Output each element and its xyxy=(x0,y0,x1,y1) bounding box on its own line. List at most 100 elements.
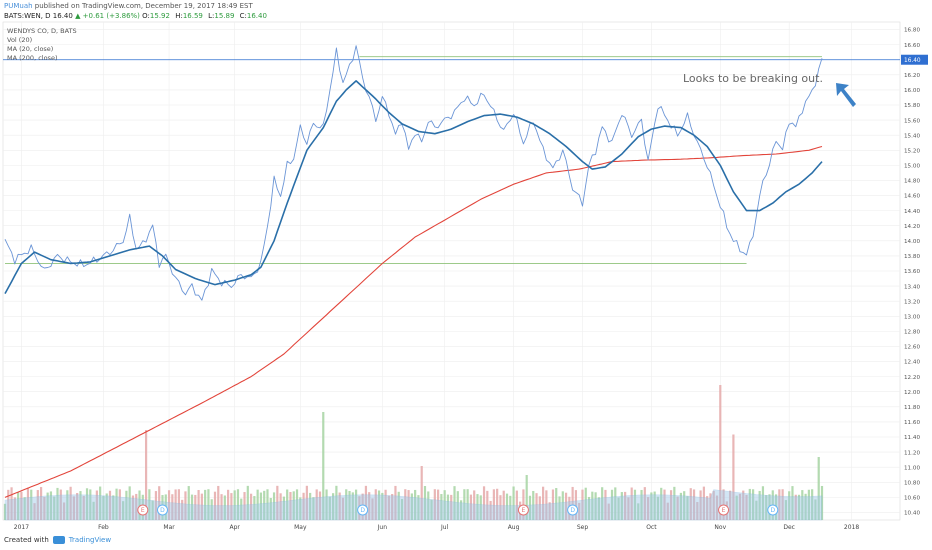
volume-bar xyxy=(26,487,30,520)
volume-bar xyxy=(39,487,43,520)
volume-bar xyxy=(564,492,568,520)
volume-bar xyxy=(719,385,722,520)
volume-bar xyxy=(210,499,213,520)
volume-bar xyxy=(384,489,387,520)
volume-bar xyxy=(400,499,404,520)
volume-bar xyxy=(486,490,489,520)
volume-bar xyxy=(286,489,289,520)
volume-bar xyxy=(194,494,197,520)
volume-bar xyxy=(476,494,479,520)
current-price-badge-label: 16.40 xyxy=(904,58,921,64)
volume-bar xyxy=(640,489,643,520)
footer: Created with TradingView xyxy=(4,536,111,544)
volume-bar xyxy=(302,492,305,520)
current-price-badge xyxy=(901,54,928,65)
volume-bar xyxy=(414,489,417,520)
volume-bar xyxy=(578,502,581,520)
volume-bar xyxy=(778,489,781,520)
volume-bar xyxy=(594,492,597,520)
volume-bar xyxy=(532,490,535,520)
event-marker xyxy=(137,504,149,516)
volume-bar xyxy=(174,489,177,520)
volume-bar xyxy=(647,497,650,520)
volume-bar xyxy=(817,457,820,520)
x-tick-label: 2018 xyxy=(844,524,859,531)
volume-bar xyxy=(627,497,630,520)
open-label: O: xyxy=(142,12,150,20)
volume-bar xyxy=(420,466,423,520)
event-marker-label: D xyxy=(360,507,365,514)
published-text: published on TradingView.com, December 1… xyxy=(34,2,253,10)
volume-bar xyxy=(82,495,85,520)
event-marker-label: E xyxy=(722,507,726,514)
volume-bar xyxy=(338,492,341,520)
volume-bar xyxy=(95,490,98,520)
volume-bar xyxy=(328,496,331,520)
legend-ma200[interactable]: MA (200, close) xyxy=(7,54,58,62)
volume-bar xyxy=(597,497,600,520)
volume-bar xyxy=(322,412,325,520)
volume-bar xyxy=(430,499,433,520)
y-tick-label: 13.40 xyxy=(904,284,920,290)
volume-bar xyxy=(614,487,617,520)
volume-bar xyxy=(7,489,10,520)
volume-bar xyxy=(814,499,817,520)
publish-line: PUMuah published on TradingView.com, Dec… xyxy=(4,2,253,10)
volume-bar xyxy=(617,497,620,520)
volume-bar xyxy=(781,489,784,520)
volume-bar xyxy=(692,489,696,520)
volume-bar xyxy=(758,490,761,520)
volume-bar xyxy=(33,503,36,520)
y-tick-label: 12.20 xyxy=(904,375,920,381)
event-marker-label: E xyxy=(141,507,145,514)
volume-bar xyxy=(820,485,824,520)
symbol-label: BATS:WEN, D xyxy=(4,12,51,20)
y-tick-label: 10.80 xyxy=(904,480,920,486)
volume-bar xyxy=(148,489,151,520)
tradingview-brand[interactable]: TradingView xyxy=(68,536,112,544)
volume-bar xyxy=(607,503,610,520)
volume-bar xyxy=(108,490,112,520)
volume-bar xyxy=(364,485,368,520)
legend-ma20[interactable]: MA (20, close) xyxy=(7,45,54,53)
y-tick-label: 13.80 xyxy=(904,254,920,260)
volume-bar xyxy=(633,489,637,520)
volume-bar xyxy=(630,487,633,520)
volume-bar xyxy=(463,489,466,520)
volume-bar xyxy=(158,486,161,520)
close-value: 16.40 xyxy=(246,12,267,20)
volume-bar xyxy=(604,489,607,520)
volume-bar xyxy=(505,493,509,520)
volume-bar xyxy=(650,492,653,520)
y-tick-label: 16.60 xyxy=(904,43,920,49)
volume-bar xyxy=(801,490,804,520)
volume-bar xyxy=(154,491,158,520)
legend-title[interactable]: WENDYS CO, D, BATS xyxy=(7,27,77,35)
volume-bar xyxy=(213,491,217,520)
event-marker-label: D xyxy=(160,507,165,514)
volume-bar xyxy=(660,487,663,520)
volume-bar xyxy=(3,503,7,520)
author-link[interactable]: PUMuah xyxy=(4,2,33,10)
volume-bar xyxy=(99,486,102,520)
volume-bar xyxy=(407,490,410,520)
volume-bar xyxy=(381,492,384,520)
volume-bar xyxy=(223,495,226,520)
volume-bar xyxy=(551,489,555,520)
volume-bar xyxy=(473,490,476,520)
volume-bar xyxy=(443,490,446,520)
y-tick-label: 15.40 xyxy=(904,133,920,139)
price-line xyxy=(4,45,823,301)
y-tick-label: 16.80 xyxy=(904,28,920,34)
volume-bar xyxy=(453,486,456,520)
y-tick-label: 12.00 xyxy=(904,390,920,396)
volume-bar xyxy=(686,496,689,520)
volume-bar xyxy=(761,486,765,520)
volume-bar xyxy=(236,489,240,520)
volume-bar xyxy=(259,492,263,520)
volume-bar xyxy=(679,492,683,520)
volume-bar xyxy=(85,488,89,520)
legend-vol[interactable]: Vol (20) xyxy=(7,36,33,44)
volume-bar xyxy=(263,490,266,520)
